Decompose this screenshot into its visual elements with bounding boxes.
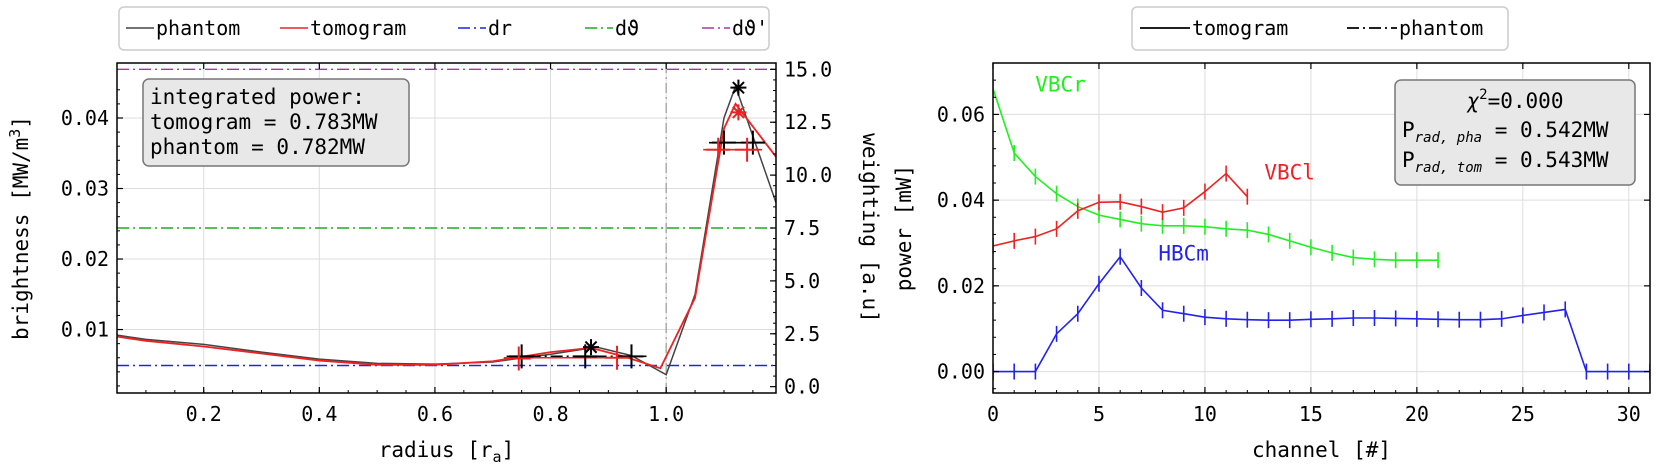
right-plot-frame (992, 62, 1651, 394)
right-info-val: = 0.542MW (1482, 118, 1609, 142)
left-y-axis-label: brightness [MW/m3] (6, 116, 33, 340)
right-annotation-VBCl: VBCl (1264, 160, 1315, 184)
right-y-tick-label: 0.02 (937, 274, 985, 298)
left-marker-plus (735, 137, 760, 162)
left-x-tick-label: 0.4 (301, 402, 337, 426)
right-info-sub: rad, tom (1415, 160, 1483, 176)
left-marker-plus (509, 344, 534, 369)
right-info-row: Prad, tom = 0.543MW (1402, 148, 1609, 176)
left-info-line: integrated power: (150, 85, 365, 109)
left-marker-star (583, 339, 600, 356)
left-x-tick-label: 0.2 (186, 402, 222, 426)
left-marker-plus (706, 137, 731, 162)
right-x-tick-label: 30 (1617, 402, 1641, 426)
right-y-tick-label: 0.06 (937, 102, 985, 126)
right-annotation-HBCm: HBCm (1158, 242, 1209, 266)
right-chart: VBCr VBCl HBCm 0 5 10 15 20 25 30 0.00 0.02 0.04 0.06… (892, 6, 1651, 462)
left-x-tick-label: 1.0 (648, 402, 684, 426)
right-series-VBCr (993, 88, 1439, 261)
left-info-box (142, 78, 410, 167)
left-legend-label: dϑ (615, 16, 639, 40)
left-yr-tick-label: 10.0 (784, 163, 832, 187)
left-x-tick-label: 0.8 (532, 402, 568, 426)
right-info-p: P (1402, 118, 1415, 142)
right-info-chi-val: =0.000 (1488, 89, 1564, 113)
left-x-axis-label-sub: a (493, 448, 502, 466)
left-y-tick-label: 0.01 (61, 318, 109, 342)
left-marker-plus (605, 345, 630, 370)
left-x-axis-label: radius [ra] (379, 438, 514, 466)
left-legend-label: phantom (156, 16, 240, 40)
right-y-tick-label: 0.04 (937, 188, 985, 212)
left-info-line: phantom = 0.782MW (150, 135, 365, 159)
left-legend-label: dϑ' (732, 16, 768, 40)
left-y-tick-label: 0.03 (61, 177, 109, 201)
right-legend-label: tomogram (1192, 16, 1288, 40)
right-info-val: = 0.543MW (1482, 148, 1609, 172)
left-yr-tick-label: 15.0 (784, 57, 832, 81)
left-y-axis-label-end: ] (9, 116, 33, 129)
right-x-tick-label: 15 (1299, 402, 1323, 426)
left-marker-plus (740, 130, 765, 155)
left-marker-plus (711, 130, 736, 155)
right-info-sub: rad, pha (1415, 130, 1482, 146)
right-info-chi: χ2=0.000 (1467, 87, 1564, 113)
left-legend: phantom tomogram dr dϑ dϑ' (118, 6, 770, 51)
right-legend: tomogram phantom (1131, 6, 1509, 51)
right-info-chi-sup: 2 (1479, 87, 1487, 103)
left-y-tick-label: 0.04 (61, 106, 109, 130)
right-info-box (1394, 79, 1636, 186)
left-yr-tick-label: 5.0 (784, 269, 820, 293)
right-y-axis-label: power [mW] (892, 165, 916, 291)
right-x-tick-label: 10 (1193, 402, 1217, 426)
right-x-tick-label: 0 (987, 402, 999, 426)
left-x-tick-label: 0.6 (417, 402, 453, 426)
left-legend-label: tomogram (310, 16, 406, 40)
left-marker-star (730, 79, 747, 96)
left-info-line: tomogram = 0.783MW (150, 110, 378, 134)
left-y-tick-label: 0.02 (61, 247, 109, 271)
right-x-tick-label: 20 (1405, 402, 1429, 426)
right-legend-box (1131, 6, 1509, 51)
right-info-row: Prad, pha = 0.542MW (1402, 118, 1609, 146)
right-x-tick-label: 25 (1511, 402, 1535, 426)
right-legend-label: phantom (1399, 16, 1483, 40)
right-series-HBCm (993, 255, 1650, 373)
left-marker-plus (619, 344, 644, 369)
left-yr-tick-label: 0.0 (784, 375, 820, 399)
left-chart: 0.2 0.4 0.6 0.8 1.0 0.01 0.02 0.03 0.04 0.0 2.5 5.0… (6, 6, 882, 466)
left-marker-plus (506, 346, 531, 371)
left-y-right-axis-label: weighting [a.u] (858, 133, 882, 323)
left-yr-tick-label: 12.5 (784, 110, 832, 134)
right-x-axis-label: channel [#] (1252, 438, 1391, 462)
left-marker-plus (573, 344, 598, 369)
right-x-tick-label: 5 (1093, 402, 1105, 426)
left-legend-box (118, 6, 770, 51)
right-info-p: P (1402, 148, 1415, 172)
left-legend-label: dr (488, 16, 512, 40)
left-yr-tick-label: 7.5 (784, 216, 820, 240)
right-y-tick-label: 0.00 (937, 360, 985, 384)
right-info-chi-symbol: χ (1467, 89, 1480, 113)
left-x-axis-label-end: ] (502, 438, 515, 462)
left-yr-tick-label: 2.5 (784, 322, 820, 346)
left-y-axis-label-sup: 3 (6, 129, 24, 138)
left-marker-star (730, 104, 747, 121)
right-annotation-VBCr: VBCr (1035, 72, 1086, 96)
